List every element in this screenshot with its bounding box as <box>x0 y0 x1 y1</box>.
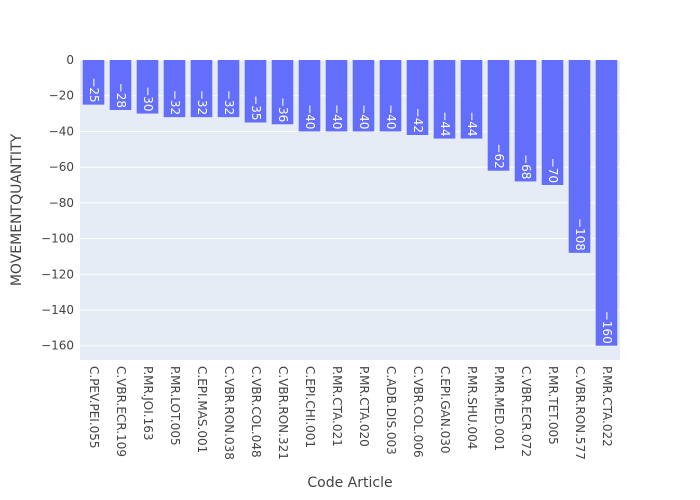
x-tick-label: C.VBR.RON.038 <box>222 366 236 460</box>
y-tick-label: −140 <box>41 303 74 317</box>
bar <box>568 60 591 253</box>
x-tick-label: P.MR.CTA.022 <box>600 366 614 447</box>
bar <box>514 60 537 182</box>
x-tick-label: C.VBR.RON.321 <box>276 366 290 460</box>
x-tick-label: P.MR.CTA.020 <box>357 366 371 447</box>
x-tick-label: C.PEV.PEI.055 <box>87 366 101 449</box>
x-tick-label: P.MR.LOT.005 <box>168 366 182 446</box>
x-tick-label: P.MR.SHU.004 <box>465 366 479 449</box>
bar-value-label: −108 <box>573 218 587 251</box>
y-axis-ticks: 0 −20 −40 −60 −80 −100 −120 −140 −160 <box>41 53 74 353</box>
bar-value-label: −36 <box>276 97 290 122</box>
x-tick-label: C.EPI.CHI.001 <box>303 366 317 448</box>
bar <box>406 60 429 135</box>
bar-value-label: −160 <box>600 311 614 344</box>
bar <box>109 60 132 110</box>
bar-value-label: −40 <box>384 104 398 129</box>
bar <box>325 60 348 132</box>
y-tick-label: −20 <box>49 89 74 103</box>
bar-value-label: −62 <box>492 143 506 168</box>
bar <box>379 60 402 132</box>
bar <box>352 60 375 132</box>
bar-value-label: −42 <box>411 108 425 133</box>
y-tick-label: −80 <box>49 196 74 210</box>
bar-value-label: −40 <box>330 104 344 129</box>
bar-value-label: −28 <box>114 83 128 108</box>
y-axis-title: MOVEMENTQUANTITY <box>9 133 25 286</box>
y-tick-label: −120 <box>41 267 74 281</box>
bar <box>487 60 510 171</box>
y-tick-label: 0 <box>66 53 74 67</box>
x-tick-label: P.MR.CTA.021 <box>330 366 344 447</box>
bar <box>190 60 213 118</box>
bar <box>433 60 456 139</box>
y-tick-label: −40 <box>49 124 74 138</box>
bars <box>82 60 618 346</box>
bar <box>595 60 618 346</box>
bar-value-label: −35 <box>249 95 263 120</box>
bar <box>541 60 564 185</box>
bar-value-label: −25 <box>87 77 101 102</box>
x-tick-label: C.VBR.ECR.109 <box>114 366 128 457</box>
bar <box>82 60 105 105</box>
y-tick-label: −60 <box>49 160 74 174</box>
x-tick-label: P.MR.JOI.163 <box>141 366 155 441</box>
bar <box>271 60 294 125</box>
x-tick-label: P.MR.MED.001 <box>492 366 506 451</box>
x-tick-label: C.VBR.COL.048 <box>249 366 263 458</box>
bar-value-label: −30 <box>141 86 155 111</box>
y-tick-label: −100 <box>41 232 74 246</box>
bar <box>244 60 267 123</box>
bar-value-label: −40 <box>303 104 317 129</box>
bar-value-labels: −25 −28 −30 −32 −32 −32 −35 −36 −40 −40 −40 −40 −42−… <box>87 77 614 343</box>
bar <box>136 60 159 114</box>
x-tick-label: C.VBR.ECR.072 <box>519 366 533 457</box>
x-tick-label: C.VBR.COL.006 <box>411 366 425 458</box>
x-tick-label: P.MR.TET.005 <box>546 366 560 445</box>
bar-value-label: −32 <box>222 90 236 115</box>
bar-value-label: −32 <box>195 90 209 115</box>
x-axis-ticks: C.PEV.PEI.055 C.VBR.ECR.109 P.MR.JOI.163 P.… <box>87 366 614 460</box>
x-tick-label: C.ADB.DIS.003 <box>384 366 398 455</box>
bar-value-label: −70 <box>546 158 560 183</box>
bar <box>217 60 240 118</box>
bar <box>460 60 483 139</box>
bar-value-label: −32 <box>168 90 182 115</box>
x-tick-label: C.EPI.MAS.001 <box>195 366 209 453</box>
x-axis-title: Code Article <box>307 475 392 491</box>
bar <box>298 60 321 132</box>
plot-area <box>80 60 620 360</box>
bar-value-label: −44 <box>438 111 452 136</box>
bar-value-label: −40 <box>357 104 371 129</box>
bar-value-label: −68 <box>519 154 533 179</box>
x-tick-label: C.EPI.GAN.030 <box>438 366 452 454</box>
bar-value-label: −44 <box>465 111 479 136</box>
x-tick-label: C.VBR.RON.577 <box>573 366 587 460</box>
y-tick-label: −160 <box>41 339 74 353</box>
bar <box>163 60 186 118</box>
